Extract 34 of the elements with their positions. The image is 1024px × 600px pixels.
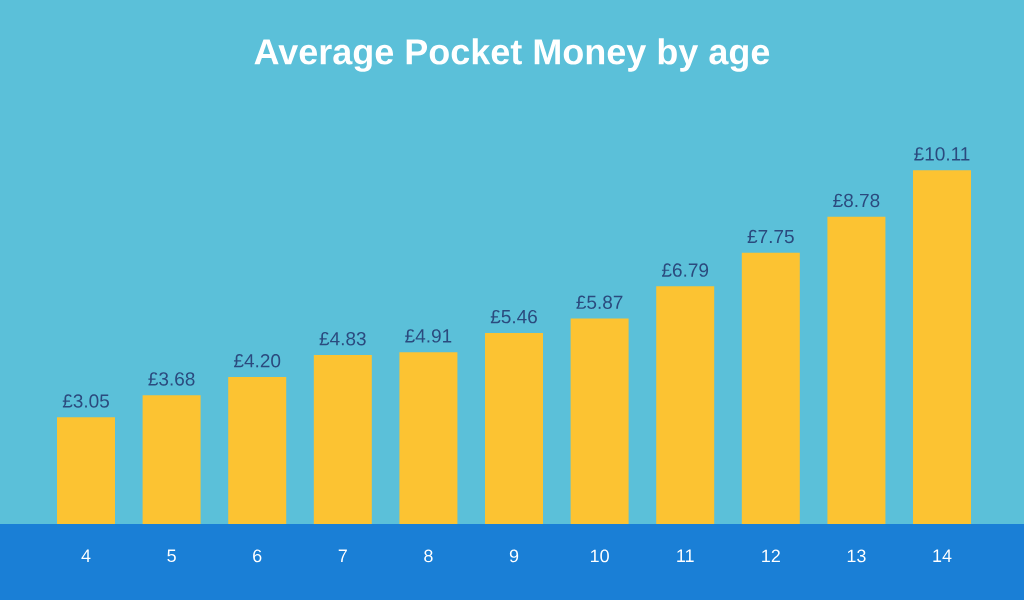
bar bbox=[827, 216, 886, 524]
x-tick-label: 5 bbox=[167, 549, 176, 563]
bar bbox=[313, 354, 372, 524]
data-label: £8.78 bbox=[833, 193, 880, 208]
x-tick-label: 4 bbox=[81, 549, 91, 562]
bar bbox=[656, 286, 715, 524]
chart-title: Average Pocket Money by age bbox=[254, 38, 770, 72]
bar bbox=[741, 252, 800, 524]
data-label: £3.05 bbox=[62, 394, 109, 408]
x-tick-label: 11 bbox=[677, 549, 694, 562]
x-tick-label: 8 bbox=[424, 549, 433, 563]
x-tick-label: 6 bbox=[253, 549, 262, 563]
x-tick-label: 14 bbox=[933, 549, 952, 562]
x-tick-label: 7 bbox=[338, 549, 347, 562]
data-label: £6.79 bbox=[661, 263, 709, 277]
bar bbox=[485, 332, 544, 524]
data-label: £10.11 bbox=[914, 147, 970, 161]
bar bbox=[142, 395, 201, 524]
data-label: £4.83 bbox=[319, 331, 366, 346]
x-tick-label: 10 bbox=[590, 549, 609, 563]
data-label: £3.68 bbox=[148, 372, 195, 386]
data-label: £4.91 bbox=[405, 329, 452, 343]
bar bbox=[57, 417, 116, 524]
bar bbox=[399, 352, 458, 524]
data-label: £4.20 bbox=[233, 354, 281, 368]
x-tick-label: 12 bbox=[762, 549, 780, 563]
data-label: £5.87 bbox=[576, 295, 623, 310]
bar bbox=[228, 377, 287, 524]
bar bbox=[913, 170, 972, 524]
data-label: £5.46 bbox=[490, 309, 537, 324]
x-tick-label: 13 bbox=[847, 549, 866, 563]
data-label: £7.75 bbox=[747, 229, 794, 244]
bar bbox=[570, 318, 629, 524]
x-tick-label: 9 bbox=[509, 549, 519, 563]
